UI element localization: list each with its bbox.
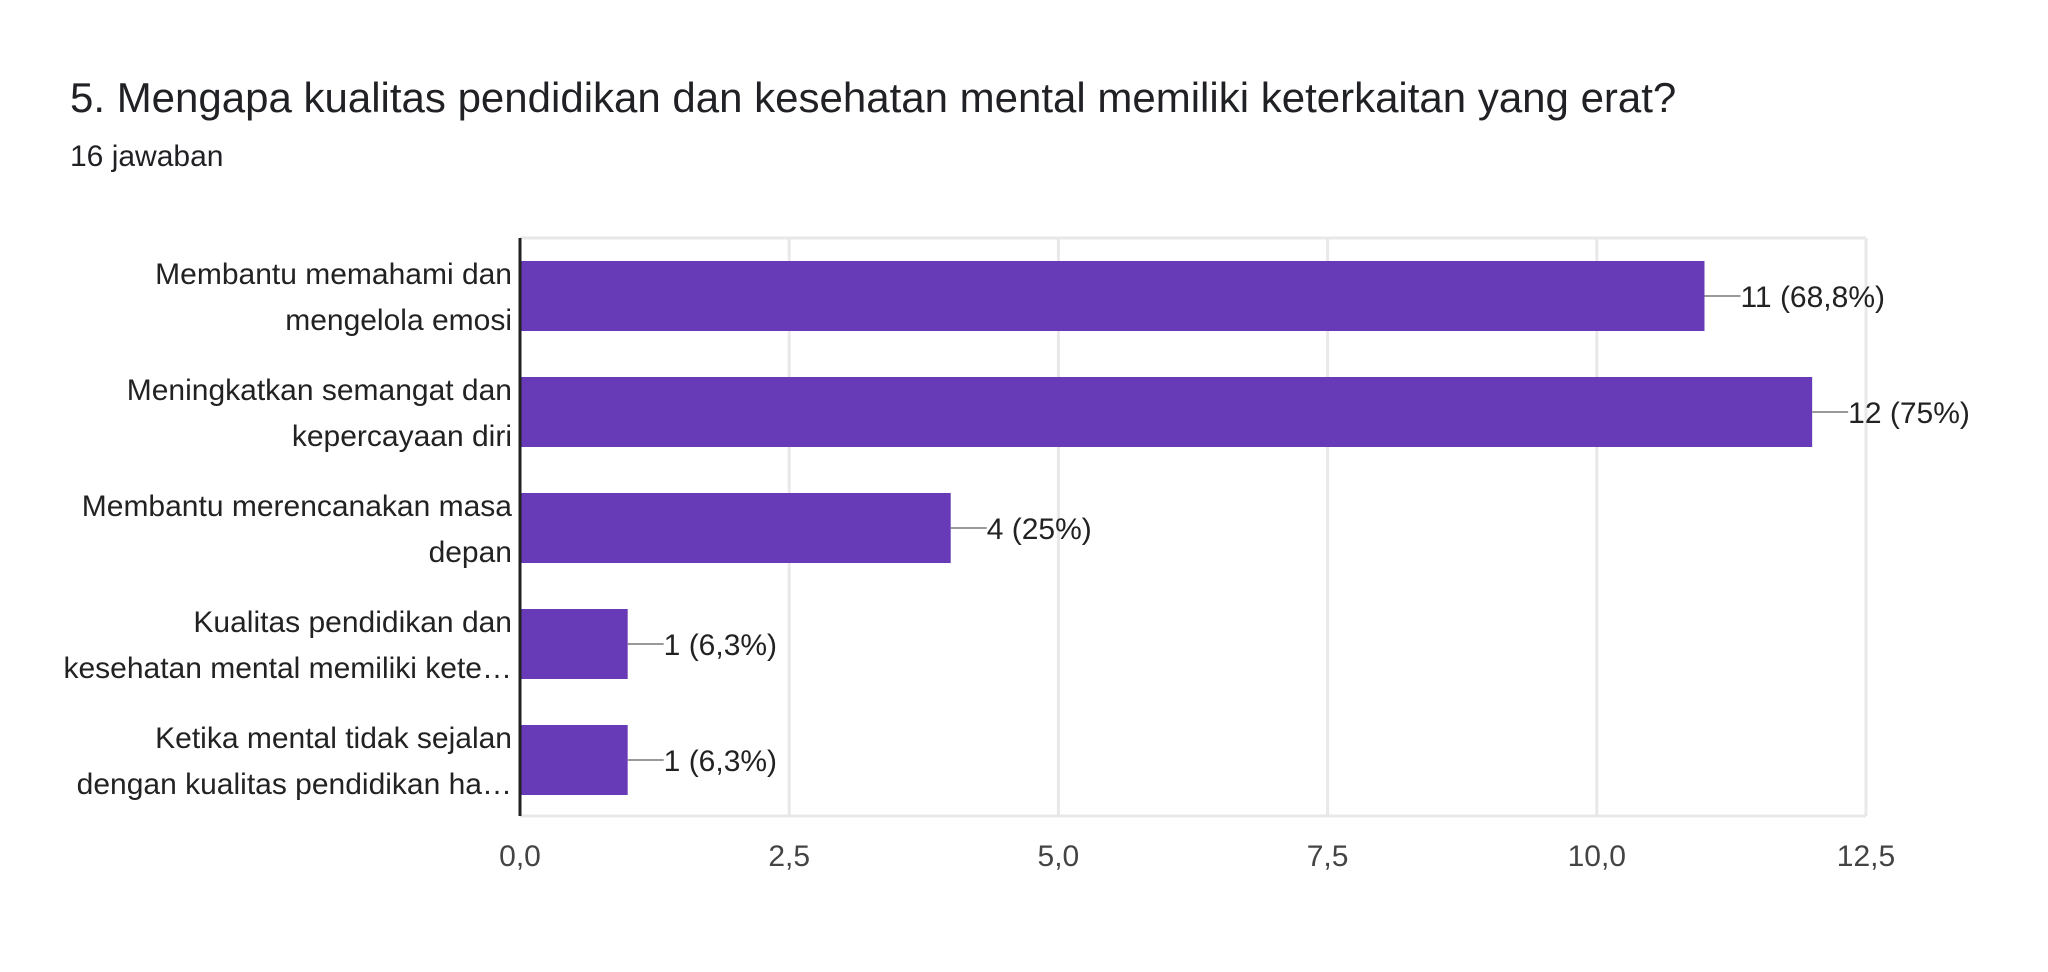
x-tick-label: 0,0: [499, 840, 541, 873]
category-label-line: Membantu memahami dan: [155, 258, 512, 291]
bar: [520, 377, 1813, 447]
bar: [520, 261, 1705, 331]
category-label: Ketika mental tidak sejalan dengan kualit…: [77, 722, 512, 801]
x-tick-label: 10,0: [1568, 840, 1626, 873]
category-label: Meningkatkan semangat dan kepercayaan dir…: [127, 374, 512, 453]
category-label-line: dengan kualitas pendidikan ha…: [77, 768, 512, 801]
data-label: 12 (75%): [1848, 397, 1970, 430]
x-tick-label: 5,0: [1038, 840, 1080, 873]
x-tick-label: 12,5: [1837, 840, 1895, 873]
category-label-line: Membantu merencanakan masa: [82, 490, 513, 523]
x-tick-label: 7,5: [1307, 840, 1349, 873]
bar: [520, 493, 951, 563]
data-label: 11 (68,8%): [1740, 281, 1885, 314]
category-label-line: Kualitas pendidikan dan: [193, 606, 512, 639]
data-label: 4 (25%): [987, 513, 1092, 546]
category-label: Kualitas pendidikan dan kesehatan mental …: [63, 606, 512, 685]
data-label: 1 (6,3%): [664, 629, 777, 662]
category-label-line: mengelola emosi: [285, 304, 512, 337]
category-label-line: depan: [429, 536, 512, 569]
category-label: Membantu merencanakan masa depan: [82, 490, 513, 569]
bars: [520, 261, 1813, 795]
x-tick-label: 2,5: [768, 840, 810, 873]
category-label: Membantu memahami dan mengelola emosi: [155, 258, 512, 337]
category-label-line: Ketika mental tidak sejalan: [155, 722, 512, 755]
data-label: 1 (6,3%): [664, 745, 777, 778]
question-title: 5. Mengapa kualitas pendidikan dan keseh…: [70, 74, 1677, 121]
bar: [520, 725, 628, 795]
bar: [520, 609, 628, 679]
labels: 0,0 2,5 5,0 7,5 10,0 12,5 11 (68,8%) Membantu m…: [63, 258, 1969, 873]
category-label-line: Meningkatkan semangat dan: [127, 374, 512, 407]
category-label-line: kesehatan mental memiliki kete…: [63, 652, 512, 685]
response-count: 16 jawaban: [70, 140, 224, 173]
category-label-line: kepercayaan diri: [292, 420, 512, 453]
